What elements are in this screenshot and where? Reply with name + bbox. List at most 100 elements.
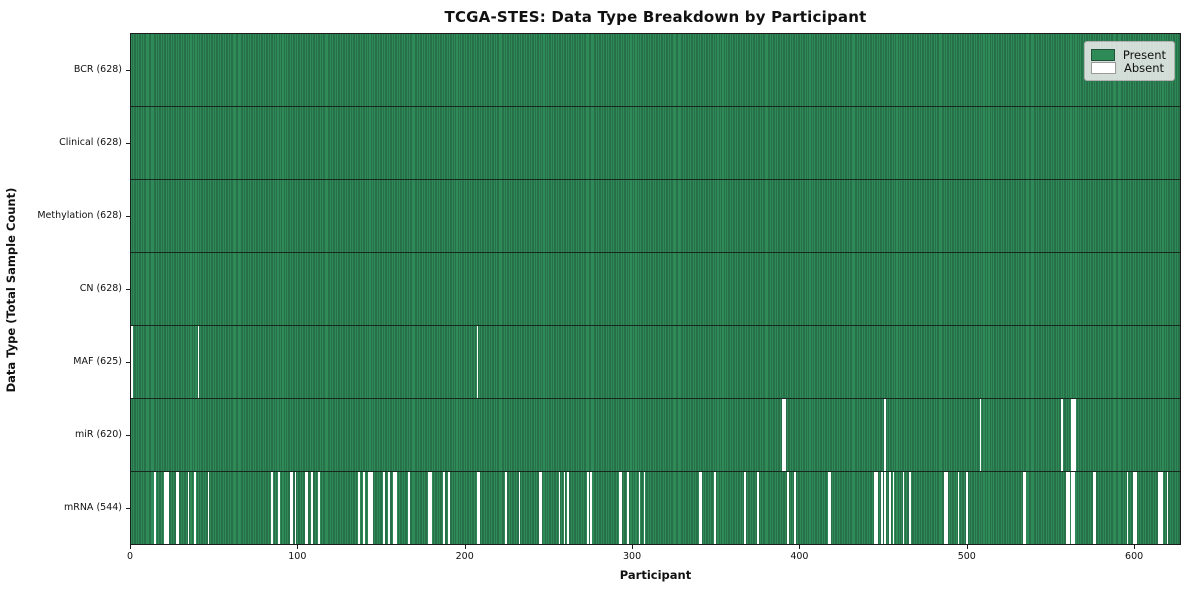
absent-stripe [587, 472, 589, 544]
row-mRNA [131, 472, 1180, 544]
absent-stripe [476, 472, 479, 544]
absent-stripe [429, 472, 432, 544]
absent-stripe [892, 472, 895, 544]
ytick-label-CN: CN (628) [79, 283, 122, 294]
absent-stripe [394, 472, 397, 544]
absent-stripe [884, 399, 886, 471]
absent-stripe [643, 472, 646, 544]
absent-stripe [538, 472, 541, 544]
legend-swatch-absent [1091, 61, 1116, 74]
absent-stripe [1022, 472, 1025, 544]
ytick-mark [126, 435, 130, 437]
absent-stripe [957, 472, 960, 544]
absent-stripe [590, 472, 592, 544]
ytick-label-mRNA: mRNA (544) [63, 502, 122, 514]
absent-stripe [408, 472, 410, 544]
absent-stripe [698, 472, 701, 544]
absent-stripe [304, 472, 307, 544]
absent-stripe [627, 472, 629, 544]
absent-stripe [207, 472, 210, 544]
absent-stripe [946, 472, 948, 544]
chart-title: TCGA-STES: Data Type Breakdown by Partic… [444, 8, 867, 26]
absent-stripe [889, 472, 891, 544]
xtick-label-600: 600 [1125, 551, 1144, 562]
absent-stripe [787, 472, 790, 544]
absent-stripe [177, 472, 180, 544]
absent-stripe [829, 472, 831, 544]
absent-stripe [902, 472, 905, 544]
absent-stripe [1094, 472, 1097, 544]
xtick-mark [799, 545, 801, 549]
xtick-label-500: 500 [957, 551, 976, 562]
absent-stripe [881, 472, 883, 544]
absent-stripe [393, 472, 395, 544]
ytick-label-Methylation: Methylation (628) [37, 209, 122, 221]
legend-entry-absent: Absent [1091, 61, 1166, 74]
absent-stripe [167, 472, 170, 544]
ytick-mark [126, 508, 130, 510]
row-MAF [131, 326, 1180, 399]
absent-stripe [1071, 399, 1074, 471]
absent-stripe [875, 472, 878, 544]
absent-stripe [620, 472, 623, 544]
absent-stripe [277, 472, 280, 544]
absent-stripe [443, 472, 446, 544]
absent-stripe [369, 472, 372, 544]
absent-stripe [197, 326, 200, 398]
absent-stripe [1074, 399, 1077, 471]
legend-entry-present: Present [1091, 48, 1166, 61]
absent-stripe [476, 326, 479, 398]
absent-stripe [388, 472, 390, 544]
xtick-label-0: 0 [126, 551, 134, 562]
xtick-mark [632, 545, 634, 549]
absent-stripe [318, 472, 320, 544]
absent-stripe [1161, 472, 1164, 544]
ytick-mark [126, 215, 130, 217]
ytick-mark [126, 142, 130, 144]
absent-stripe [294, 472, 297, 544]
absent-stripe [363, 472, 365, 544]
absent-stripe [909, 472, 912, 544]
plot-area [130, 33, 1181, 545]
absent-stripe [1159, 472, 1162, 544]
absent-stripe [1024, 472, 1027, 544]
absent-stripe [358, 472, 360, 544]
xtick-mark [464, 545, 466, 549]
legend-label-present: Present [1122, 47, 1166, 62]
legend-swatch-present [1091, 48, 1115, 61]
absent-stripe [505, 472, 507, 544]
absent-stripe [874, 472, 876, 544]
absent-stripe [713, 472, 716, 544]
absent-stripe [383, 472, 385, 544]
absent-stripe [291, 472, 293, 544]
xtick-label-100: 100 [288, 551, 307, 562]
absent-stripe [1158, 472, 1160, 544]
row-CN [131, 253, 1180, 326]
xtick-mark [966, 545, 968, 549]
absent-stripe [944, 472, 947, 544]
absent-stripe [176, 472, 178, 544]
absent-stripe [271, 472, 273, 544]
absent-stripe [1093, 472, 1095, 544]
absent-stripe [187, 472, 190, 544]
ytick-label-Clinical: Clinical (628) [59, 136, 122, 148]
absent-stripe [1061, 399, 1064, 471]
ytick-mark [126, 362, 130, 364]
absent-stripe [979, 399, 982, 471]
row-Clinical [131, 107, 1180, 180]
row-miR [131, 399, 1180, 472]
absent-stripe [566, 472, 569, 544]
absent-stripe [194, 472, 197, 544]
legend-label-absent: Absent [1124, 60, 1165, 75]
absent-stripe [1073, 399, 1075, 471]
absent-stripe [1071, 472, 1074, 544]
absent-stripe [744, 472, 746, 544]
ytick-label-miR: miR (620) [74, 429, 122, 441]
absent-stripe [368, 472, 370, 544]
absent-stripe [757, 472, 760, 544]
ytick-mark [126, 289, 130, 290]
absent-stripe [1134, 472, 1137, 544]
absent-stripe [563, 472, 566, 544]
absent-stripe [540, 472, 542, 544]
